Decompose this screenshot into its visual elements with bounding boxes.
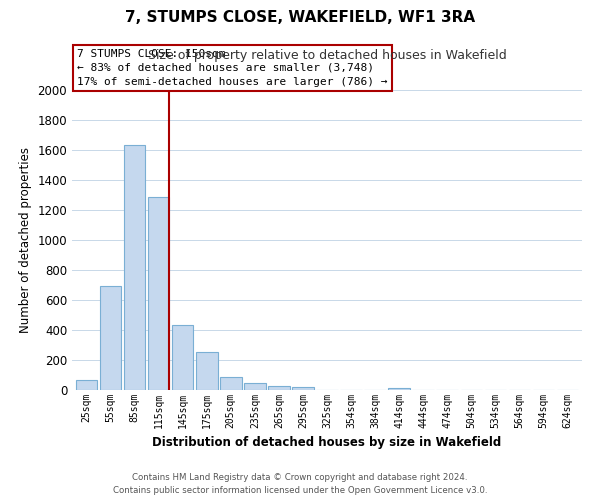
Bar — [268, 386, 290, 390]
Title: Size of property relative to detached houses in Wakefield: Size of property relative to detached ho… — [148, 50, 506, 62]
Bar — [220, 376, 242, 390]
Text: 7 STUMPS CLOSE: 150sqm
← 83% of detached houses are smaller (3,748)
17% of semi-: 7 STUMPS CLOSE: 150sqm ← 83% of detached… — [77, 49, 388, 87]
Y-axis label: Number of detached properties: Number of detached properties — [19, 147, 32, 333]
Text: 7, STUMPS CLOSE, WAKEFIELD, WF1 3RA: 7, STUMPS CLOSE, WAKEFIELD, WF1 3RA — [125, 10, 475, 25]
Bar — [244, 382, 266, 390]
Bar — [292, 387, 314, 390]
Bar — [388, 388, 410, 390]
Bar — [124, 145, 145, 390]
Bar — [172, 325, 193, 390]
X-axis label: Distribution of detached houses by size in Wakefield: Distribution of detached houses by size … — [152, 436, 502, 450]
Text: Contains HM Land Registry data © Crown copyright and database right 2024.
Contai: Contains HM Land Registry data © Crown c… — [113, 473, 487, 495]
Bar — [196, 352, 218, 390]
Bar — [100, 286, 121, 390]
Bar — [148, 197, 169, 390]
Bar — [76, 380, 97, 390]
